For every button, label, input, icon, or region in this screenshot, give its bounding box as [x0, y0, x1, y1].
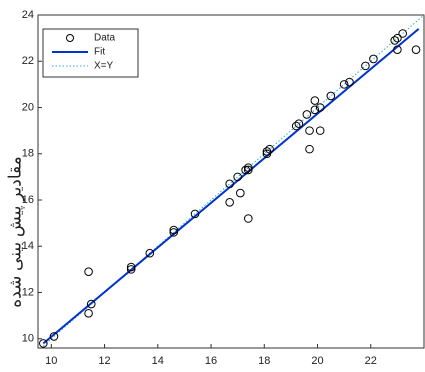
x-tick-label: 14 — [152, 355, 164, 367]
data-point — [390, 36, 400, 45]
data-point — [241, 165, 250, 175]
data-point — [294, 119, 304, 128]
data-point — [190, 209, 200, 219]
y-tick-label: 12 — [22, 286, 34, 298]
fit-line — [42, 28, 420, 345]
data-point — [39, 339, 48, 348]
y-axis-label: مقادیر پیش بینی شده — [5, 156, 25, 308]
data-point — [225, 179, 234, 189]
data-point — [315, 103, 325, 112]
y-tick-label: 22 — [22, 55, 34, 67]
data-point — [411, 45, 421, 54]
y-tick-label: 14 — [22, 240, 34, 252]
data-point — [126, 262, 136, 272]
y-tick-label: 20 — [22, 101, 34, 113]
legend-marker — [66, 34, 74, 42]
data-point — [393, 33, 402, 43]
y-tick-label: 16 — [22, 194, 34, 206]
data-point — [244, 165, 253, 175]
data-point — [84, 267, 93, 276]
y-tick-label: 24 — [22, 9, 34, 21]
data-point — [86, 299, 96, 309]
data-point — [339, 80, 349, 89]
data-point — [84, 309, 93, 318]
data-point — [126, 265, 136, 274]
data-point — [265, 144, 274, 154]
data-point — [169, 225, 179, 235]
legend-label: Fit — [94, 47, 105, 58]
y-tick-label: 10 — [22, 333, 34, 345]
data-point — [326, 91, 336, 101]
x-tick-label: 10 — [45, 355, 57, 367]
x-tick-label: 16 — [205, 355, 217, 367]
data-point — [244, 214, 253, 223]
data-point — [310, 105, 320, 115]
data-point — [244, 163, 253, 172]
data-point — [345, 77, 354, 87]
legend-label: X=Y — [94, 61, 114, 72]
legend-label: Data — [94, 33, 116, 44]
x-tick-label: 12 — [98, 355, 110, 367]
data-point — [310, 96, 320, 105]
data-point — [398, 29, 408, 38]
data-point — [302, 110, 312, 119]
data-point — [233, 172, 242, 182]
data-point — [305, 144, 314, 154]
data-point — [361, 61, 370, 71]
data-point — [236, 188, 245, 198]
data-point — [49, 332, 59, 341]
plot-area — [39, 15, 425, 348]
y-tick-label: 18 — [22, 148, 34, 160]
data-point — [262, 147, 272, 156]
data-point — [315, 126, 325, 135]
data-point — [305, 126, 314, 135]
x-tick-label: 22 — [365, 355, 377, 367]
x-tick-label: 20 — [311, 355, 323, 367]
x-tick-label: 18 — [258, 355, 270, 367]
data-point — [225, 198, 234, 207]
data-point — [291, 121, 301, 131]
data-point — [169, 228, 179, 237]
data-point — [369, 54, 378, 64]
data-point — [145, 248, 155, 258]
data-point — [262, 149, 272, 159]
data-point — [393, 45, 402, 54]
